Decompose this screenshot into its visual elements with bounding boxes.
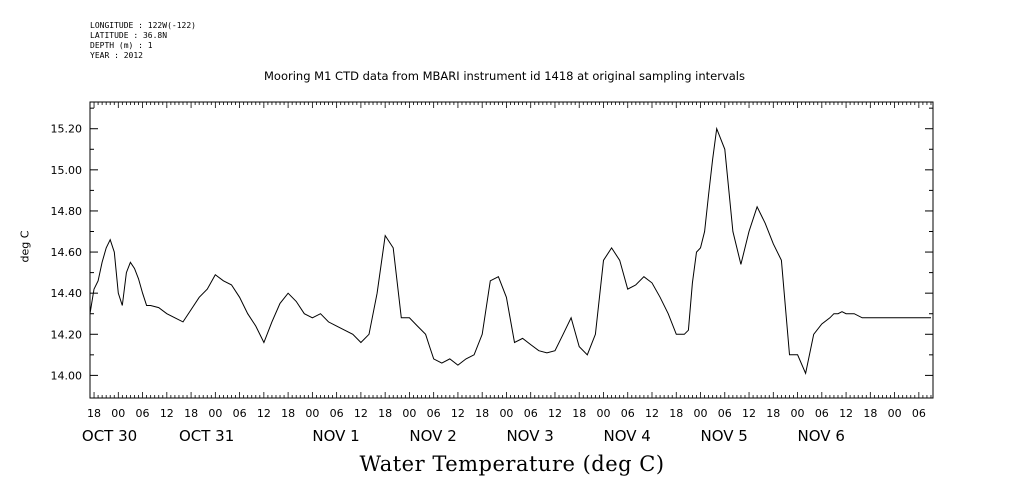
x-hour-label: 06 <box>718 407 732 420</box>
x-hour-label: 12 <box>839 407 853 420</box>
x-hour-label: 06 <box>815 407 829 420</box>
y-axis: 14.00 14.20 14.40 14.60 14.80 15.00 15.20 <box>51 107 933 382</box>
x-hour-label: 18 <box>475 407 489 420</box>
x-hour-label: 12 <box>451 407 465 420</box>
y-tick-label: 15.20 <box>51 123 83 136</box>
x-axis-day-labels: OCT 30 OCT 31 NOV 1 NOV 2 NOV 3 NOV 4 NOV 5 NOV… <box>82 427 845 445</box>
y-tick-label: 14.80 <box>51 205 83 218</box>
x-hour-label: 18 <box>87 407 101 420</box>
longitude-label: LONGITUDE : 122W(-122) <box>90 21 196 30</box>
x-axis <box>89 102 932 398</box>
x-hour-label: 00 <box>111 407 125 420</box>
year-label: YEAR : 2012 <box>90 51 143 60</box>
chart-title: Mooring M1 CTD data from MBARI instrumen… <box>264 69 745 83</box>
x-day-label: NOV 6 <box>798 427 845 445</box>
x-hour-label: 06 <box>136 407 150 420</box>
x-hour-label: 18 <box>766 407 780 420</box>
x-hour-label: 06 <box>427 407 441 420</box>
x-day-label: OCT 31 <box>179 427 234 445</box>
x-hour-label: 00 <box>791 407 805 420</box>
x-hour-label: 18 <box>378 407 392 420</box>
x-hour-label: 00 <box>305 407 319 420</box>
x-day-label: NOV 5 <box>701 427 748 445</box>
x-hour-label: 18 <box>184 407 198 420</box>
x-day-label: NOV 4 <box>603 427 650 445</box>
x-hour-label: 12 <box>548 407 562 420</box>
plot-frame <box>89 101 934 399</box>
x-hour-label: 00 <box>402 407 416 420</box>
x-hour-label: 06 <box>912 407 926 420</box>
x-hour-label: 18 <box>863 407 877 420</box>
x-day-label: NOV 3 <box>506 427 553 445</box>
x-day-label: NOV 1 <box>312 427 359 445</box>
x-hour-label: 18 <box>669 407 683 420</box>
x-hour-label: 18 <box>572 407 586 420</box>
x-hour-label: 00 <box>694 407 708 420</box>
x-hour-label: 12 <box>257 407 271 420</box>
x-hour-label: 00 <box>596 407 610 420</box>
y-tick-label: 15.00 <box>51 164 83 177</box>
x-hour-label: 06 <box>524 407 538 420</box>
depth-label: DEPTH (m) : 1 <box>90 41 153 50</box>
y-tick-label: 14.60 <box>51 246 83 259</box>
x-hour-label: 06 <box>330 407 344 420</box>
y-tick-label: 14.20 <box>51 328 83 341</box>
y-tick-label: 14.40 <box>51 287 83 300</box>
y-tick-label: 14.00 <box>51 369 83 382</box>
x-hour-label: 00 <box>499 407 513 420</box>
latitude-label: LATITUDE : 36.8N <box>90 31 168 40</box>
water-temperature-line <box>89 126 931 375</box>
x-axis-hour-labels: 18 00 06 12 18 00 06 12 18 00 06 12 18 00 06 12 18 00 06 12… <box>87 407 926 420</box>
x-hour-label: 00 <box>208 407 222 420</box>
x-hour-label: 12 <box>160 407 174 420</box>
x-hour-label: 06 <box>621 407 635 420</box>
x-hour-label: 12 <box>645 407 659 420</box>
x-hour-label: 00 <box>888 407 902 420</box>
x-axis-title: Water Temperature (deg C) <box>359 452 665 476</box>
x-hour-label: 12 <box>742 407 756 420</box>
x-day-label: NOV 2 <box>409 427 456 445</box>
x-hour-label: 18 <box>281 407 295 420</box>
x-day-label: OCT 30 <box>82 427 137 445</box>
x-hour-label: 12 <box>354 407 368 420</box>
x-hour-label: 06 <box>233 407 247 420</box>
station-metadata: LONGITUDE : 122W(-122) LATITUDE : 36.8N … <box>90 21 196 61</box>
